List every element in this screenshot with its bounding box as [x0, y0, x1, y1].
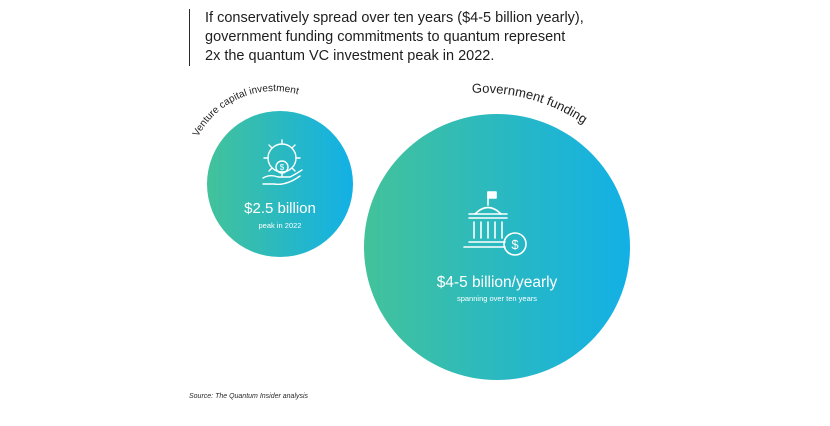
headline-line-1: If conservatively spread over ten years …: [205, 10, 584, 26]
government-sub-label: spanning over ten years: [457, 294, 537, 303]
source-note: Source: The Quantum Insider analysis: [189, 393, 309, 400]
government-building-dollar-icon: $: [463, 191, 527, 256]
svg-text:$: $: [511, 237, 519, 252]
venture-sub-label: peak in 2022: [259, 221, 302, 230]
government-value-label: $4-5 billion/yearly: [437, 274, 558, 291]
headline-line-2: government funding commitments to quantu…: [205, 29, 566, 45]
gear-dollar-hand-icon: $: [262, 139, 303, 186]
headline-line-3: 2x the quantum VC investment peak in 202…: [205, 48, 495, 64]
venture-value-label: $2.5 billion: [244, 200, 316, 217]
headline: If conservatively spread over ten years …: [189, 9, 625, 66]
svg-text:$: $: [280, 163, 285, 172]
